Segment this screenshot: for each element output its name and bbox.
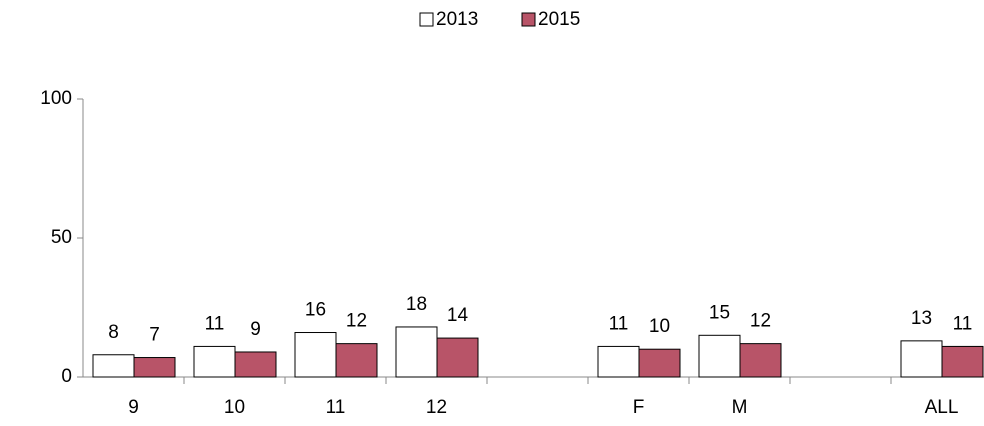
value-label: 14 xyxy=(447,305,469,326)
x-tick-label: 9 xyxy=(128,397,139,418)
bar xyxy=(234,351,277,378)
value-label: 12 xyxy=(346,311,367,332)
value-label: 11 xyxy=(205,313,225,334)
bar xyxy=(294,332,337,378)
value-label: 8 xyxy=(108,322,119,343)
value-label: 18 xyxy=(406,294,427,315)
y-tick-label: 50 xyxy=(51,227,72,248)
bar xyxy=(436,337,479,378)
x-tick-label: M xyxy=(732,397,748,418)
legend-label: 2015 xyxy=(538,9,580,30)
x-tick-label: F xyxy=(633,397,645,418)
value-label: 15 xyxy=(709,302,730,323)
bar xyxy=(193,345,236,378)
value-label: 10 xyxy=(649,316,670,337)
bar xyxy=(638,348,681,378)
bar xyxy=(335,343,378,378)
y-tick-label: 100 xyxy=(40,88,72,109)
value-label: 7 xyxy=(149,325,160,346)
bar xyxy=(395,326,438,378)
value-label: 13 xyxy=(911,308,932,329)
bar xyxy=(597,345,640,378)
x-tick-label: 11 xyxy=(326,397,346,418)
legend-swatch xyxy=(419,12,434,27)
legend-swatch xyxy=(521,12,536,27)
legend-label: 2013 xyxy=(436,9,478,30)
bar xyxy=(739,343,782,378)
value-label: 12 xyxy=(750,311,771,332)
value-label: 16 xyxy=(305,300,326,321)
value-label: 11 xyxy=(609,313,629,334)
bar xyxy=(92,354,135,378)
x-tick-label: 10 xyxy=(224,397,245,418)
bar xyxy=(698,334,741,378)
value-label: 9 xyxy=(250,319,261,340)
value-label: 11 xyxy=(953,313,973,334)
x-tick-label: ALL xyxy=(925,397,959,418)
bar xyxy=(133,357,176,378)
x-tick-label: 12 xyxy=(426,397,447,418)
y-tick-label: 0 xyxy=(61,366,72,387)
bar xyxy=(900,340,943,378)
bar xyxy=(941,345,984,378)
